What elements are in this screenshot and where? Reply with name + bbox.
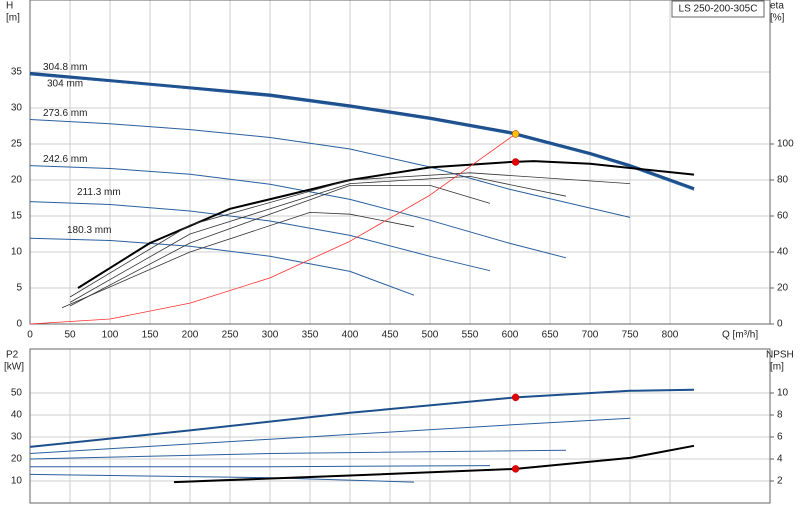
duty-point: [511, 393, 520, 402]
curve: [29, 237, 415, 296]
x-tick-label: 350: [302, 330, 319, 341]
y2-tick-label: 80: [777, 175, 789, 186]
curve: [29, 119, 631, 218]
y2-tick-label: 2: [777, 476, 783, 487]
y-tick-label: 25: [11, 139, 23, 150]
y2-tick-label: 60: [777, 211, 789, 222]
y2-tick-label: 8: [777, 410, 783, 421]
x-tick-label: 100: [102, 330, 119, 341]
y-tick-label: 30: [11, 103, 23, 114]
duty-point: [511, 465, 520, 473]
curve: [29, 74, 695, 191]
x-tick-label: 50: [64, 330, 76, 341]
y2-unit: [%]: [770, 13, 785, 24]
curve: [30, 465, 491, 468]
y2-tick-label: 100: [777, 139, 794, 150]
x-tick-label: 600: [502, 330, 519, 341]
y-unit: [kW]: [4, 362, 24, 373]
y2-label: eta: [770, 1, 784, 12]
curve-label: 273.6 mm: [43, 108, 87, 119]
plot-frame: [29, 0, 771, 325]
y-tick-label: 30: [11, 432, 23, 443]
x-tick-label: 700: [582, 330, 599, 341]
curve: [29, 201, 491, 272]
y-unit: [m]: [6, 13, 20, 24]
y-tick-label: 5: [16, 283, 22, 294]
x-tick-label: 400: [342, 330, 359, 341]
x-tick-label: 800: [662, 330, 679, 341]
y-tick-label: 15: [11, 211, 23, 222]
model-box: [671, 0, 765, 18]
y-tick-label: 10: [11, 247, 23, 258]
y-tick-label: 40: [11, 410, 23, 421]
x-tick-label: 150: [142, 330, 159, 341]
y2-tick-label: 4: [777, 454, 783, 465]
x-tick-label: 250: [222, 330, 239, 341]
y2-tick-label: 0: [777, 319, 783, 330]
curve: [29, 71, 695, 191]
y-tick-label: 20: [11, 175, 23, 186]
curve: [69, 172, 631, 298]
curve: [69, 176, 567, 303]
x-tick-label: 450: [382, 330, 399, 341]
y-tick-label: 0: [16, 319, 22, 330]
curve: [69, 185, 491, 307]
y2-tick-label: 6: [777, 432, 783, 443]
x-tick-label: 200: [182, 330, 199, 341]
curve-label: 211.3 mm: [77, 187, 121, 198]
model-label: LS 250-200-305C: [679, 4, 758, 15]
curve-label: 180.3 mm: [67, 225, 111, 236]
y-label: P2: [6, 350, 19, 361]
y-tick-label: 50: [11, 388, 23, 399]
plot-frame: [29, 348, 771, 504]
y-label: H: [6, 1, 13, 12]
x-tick-label: 0: [27, 330, 33, 341]
x-tick-label: 300: [262, 330, 279, 341]
curve: [29, 417, 631, 454]
x-tick-label: 750: [622, 330, 639, 341]
y-tick-label: 10: [11, 476, 23, 487]
curve: [29, 449, 567, 460]
y-tick-label: 20: [11, 454, 23, 465]
curve: [29, 388, 695, 448]
y2-tick-label: 20: [777, 283, 789, 294]
y2-tick-label: 40: [777, 247, 789, 258]
duty-point: [511, 158, 520, 166]
curve-label: 242.6 mm: [43, 154, 87, 165]
y2-label: NPSH: [766, 350, 794, 361]
curve-label: 304.8 mm: [43, 62, 87, 73]
x-tick-label: 500: [422, 330, 439, 341]
y2-tick-label: 10: [777, 388, 789, 399]
y-tick-label: 35: [11, 67, 23, 78]
curve: [29, 165, 567, 259]
y2-unit: [m]: [770, 362, 784, 373]
curve: [61, 212, 415, 309]
curve: [77, 160, 695, 289]
x-tick-label: 550: [462, 330, 479, 341]
duty-point: [511, 130, 520, 138]
curve: [29, 133, 516, 325]
curve-label: 304 mm: [47, 79, 83, 90]
x-tick-label: 650: [542, 330, 559, 341]
x-label: Q [m³/h]: [722, 330, 758, 341]
